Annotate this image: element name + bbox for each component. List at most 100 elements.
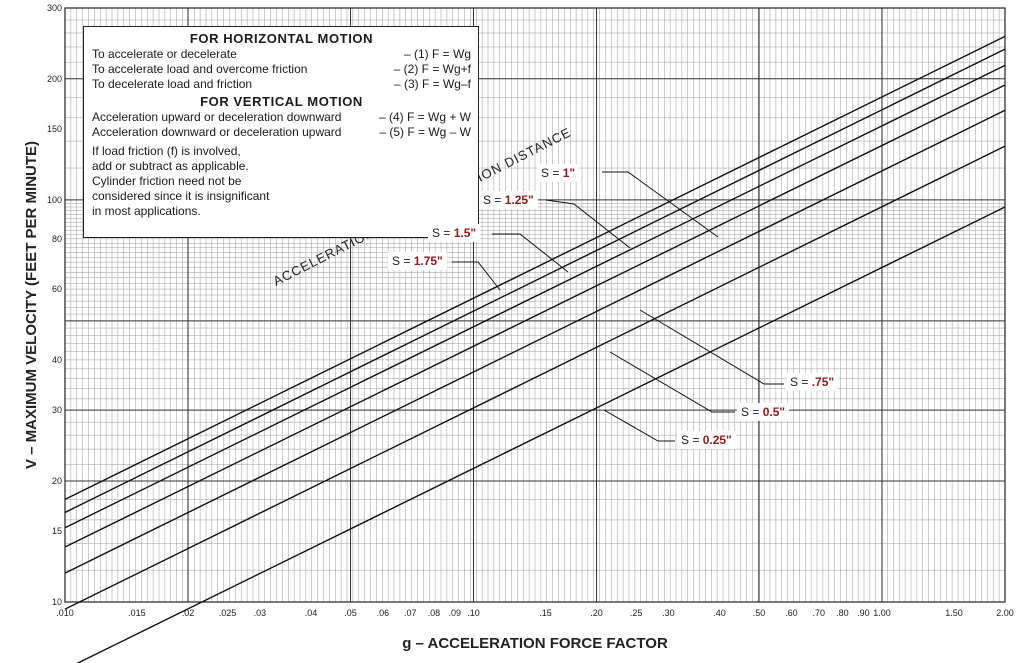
legend-row-formula: – (1) F = Wg [403, 47, 471, 61]
x-tick-label: 1.00 [873, 608, 891, 618]
legend-row: Acceleration downward or deceleration up… [92, 125, 471, 140]
series-line [64, 109, 1006, 574]
series-line [64, 64, 1006, 529]
series-label-prefix: S = [541, 166, 563, 180]
x-tick-label: .25 [630, 608, 643, 618]
legend-row-formula: – (4) F = Wg + W [378, 110, 471, 124]
series-line [64, 145, 1006, 610]
series-label-value: .75" [811, 375, 835, 389]
series-label-value: 1.75" [413, 254, 443, 268]
series-label: S = 1.25" [479, 191, 538, 209]
series-line [64, 35, 1006, 500]
series-line [76, 206, 1006, 663]
y-tick-label: 10 [52, 597, 62, 607]
y-tick-label: 200 [47, 74, 62, 84]
x-tick-label: 1.50 [945, 608, 963, 618]
legend-row-text: Acceleration upward or deceleration down… [92, 110, 342, 124]
series-label-value: 0.5" [762, 405, 786, 419]
series-line [64, 48, 1006, 514]
x-tick-label: 2.00 [996, 608, 1014, 618]
x-tick-label: .90 [857, 608, 870, 618]
x-tick-label: .15 [539, 608, 552, 618]
legend-row-text: To decelerate load and friction [92, 77, 253, 91]
y-tick-label: 80 [52, 234, 62, 244]
x-tick-label: .50 [753, 608, 766, 618]
series-label-prefix: S = [483, 193, 505, 207]
series-label: S = 1.5" [428, 224, 481, 242]
legend-row-text: To accelerate load and overcome friction [92, 62, 308, 76]
y-tick-label: 150 [47, 124, 62, 134]
y-tick-label: 30 [52, 405, 62, 415]
series-label: S = 0.25" [677, 431, 736, 449]
label-leader [602, 171, 719, 238]
legend-row: To decelerate load and friction – (3) F … [92, 77, 471, 92]
legend-row-formula: – (2) F = Wg+f [393, 62, 471, 76]
series-label-value: 1.25" [504, 193, 534, 207]
x-tick-label: .015 [128, 608, 146, 618]
x-axis-label: g – ACCELERATION FORCE FACTOR [402, 635, 668, 652]
formula-legend-box: FOR HORIZONTAL MOTION To accelerate or d… [83, 26, 479, 238]
x-tick-labels: .010 .015 .02 .025 .03 .04 .05 .06 .07 .08 .09 .10.… [56, 608, 1014, 618]
label-leader [639, 309, 784, 385]
series-label-prefix: S = [790, 375, 812, 389]
x-tick-label: .10 [467, 608, 480, 618]
note-line: If load friction (f) is involved, [92, 144, 241, 158]
x-tick-label: .09 [449, 608, 462, 618]
label-leader [545, 199, 631, 249]
horizontal-motion-title: FOR HORIZONTAL MOTION [189, 31, 374, 46]
series-label-value: 0.25" [702, 433, 732, 447]
y-tick-label: 300 [47, 3, 62, 13]
note-line: considered since it is insignificant [92, 189, 270, 203]
note-line: in most applications. [92, 204, 201, 218]
x-tick-label: .30 [662, 608, 675, 618]
series-line [64, 84, 1006, 548]
note-line: Cylinder friction need not be [92, 174, 242, 188]
y-tick-label: 20 [52, 476, 62, 486]
x-tick-label: .07 [404, 608, 417, 618]
y-tick-label: 60 [52, 284, 62, 294]
y-tick-labels: 10 15 20 30 40 60 80 100 150 200 300 [47, 3, 62, 607]
series-label-prefix: S = [681, 433, 703, 447]
series-label-value: 1.5" [453, 226, 477, 240]
x-tick-label: .80 [836, 608, 849, 618]
x-tick-label: .03 [254, 608, 267, 618]
series-label-value: 1" [562, 166, 576, 180]
label-leader [452, 261, 501, 291]
label-leader [609, 351, 735, 413]
x-tick-label: .05 [344, 608, 357, 618]
label-leader [492, 233, 569, 273]
label-leader [603, 409, 675, 442]
x-tick-label: .010 [56, 608, 74, 618]
note-line: add or subtract as applicable. [92, 159, 249, 173]
series-label: S = 1.75" [388, 252, 447, 270]
series-label: S = .75" [786, 373, 839, 391]
series-label: S = 0.5" [737, 403, 790, 421]
series-label-prefix: S = [741, 405, 763, 419]
x-tick-label: .04 [305, 608, 318, 618]
x-tick-label: .60 [785, 608, 798, 618]
legend-row-formula: – (5) F = Wg – W [379, 125, 471, 139]
legend-row: To accelerate load and overcome friction… [92, 62, 471, 77]
y-axis-label: V – MAXIMUM VELOCITY (FEET PER MINUTE) [23, 141, 40, 469]
y-tick-label: 15 [52, 526, 62, 536]
y-tick-label: 40 [52, 355, 62, 365]
legend-row-text: Acceleration downward or deceleration up… [92, 125, 342, 139]
x-tick-label: .06 [377, 608, 390, 618]
x-tick-label: .025 [219, 608, 237, 618]
series-lines [64, 35, 1006, 663]
x-tick-label: .20 [590, 608, 603, 618]
plot-border [64, 7, 1006, 603]
legend-row: Acceleration upward or deceleration down… [92, 110, 471, 125]
x-tick-label: .70 [812, 608, 825, 618]
legend-row-formula: – (3) F = Wg–f [393, 77, 471, 91]
series-label-prefix: S = [432, 226, 454, 240]
legend-row-text: To accelerate or decelerate [92, 47, 237, 61]
x-tick-label: .02 [182, 608, 195, 618]
series-label-prefix: S = [392, 254, 414, 268]
label-leaders [452, 171, 784, 442]
friction-note: If load friction (f) is involved, add or… [92, 144, 292, 219]
series-label: S = 1" [537, 164, 580, 182]
x-tick-label: .08 [428, 608, 441, 618]
vertical-motion-title: FOR VERTICAL MOTION [200, 94, 363, 109]
y-tick-label: 100 [47, 195, 62, 205]
